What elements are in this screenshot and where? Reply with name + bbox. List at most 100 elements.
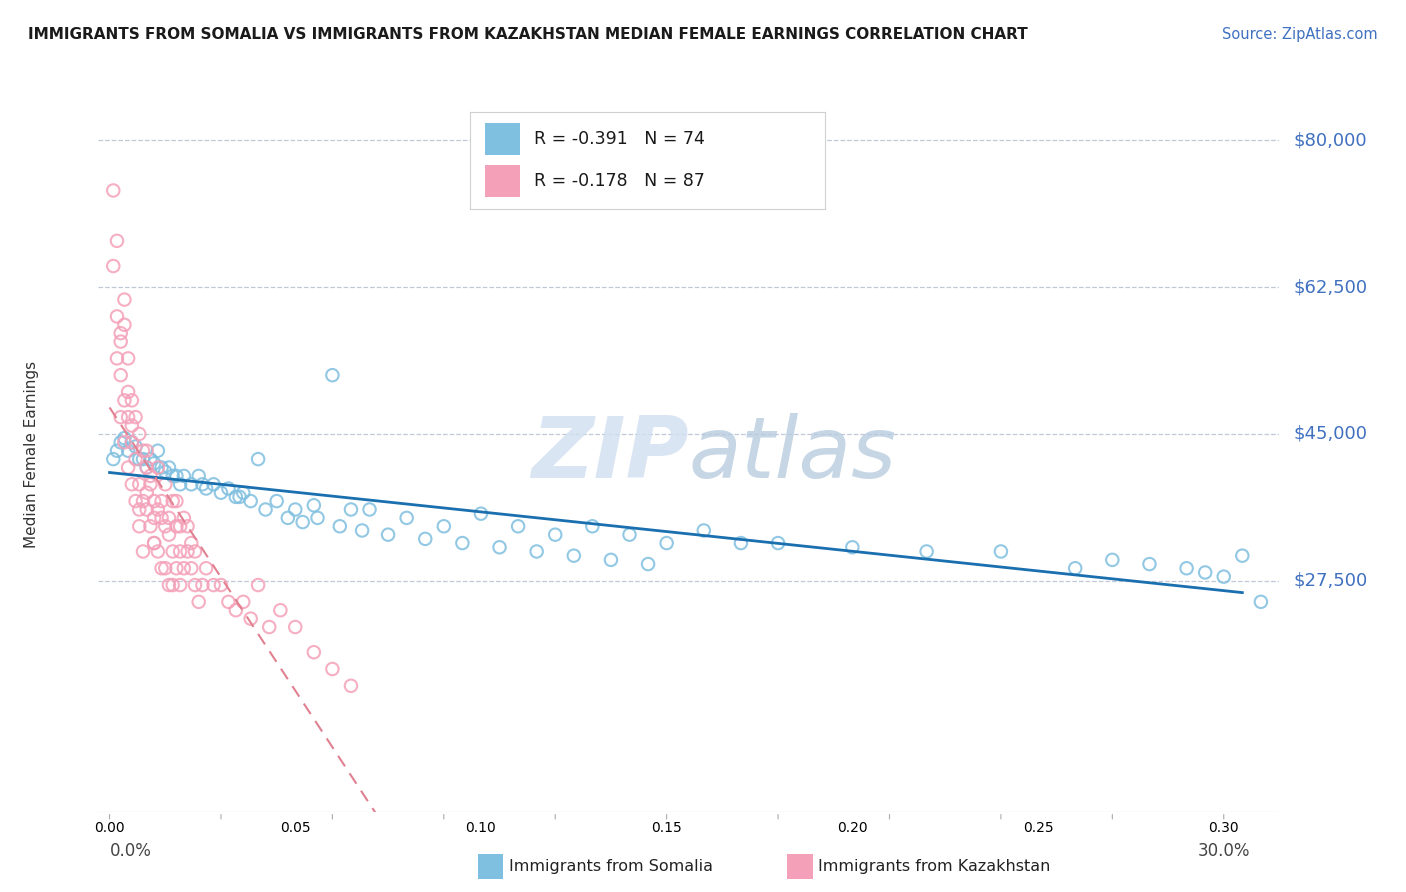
Point [176,519,198,533]
Point [117,443,139,458]
Point [195,482,218,496]
Point [105,443,128,458]
Point [232,595,254,609]
Point [124,494,146,508]
Point [451,536,474,550]
Point [228,490,250,504]
Point [195,561,218,575]
Point [128,519,150,533]
Text: 0.0%: 0.0% [110,842,152,860]
Text: Immigrants from Somalia: Immigrants from Somalia [509,859,713,873]
Point [915,544,938,558]
Point [180,477,202,491]
Point [162,544,184,558]
Point [121,435,143,450]
Point [165,561,187,575]
Point [128,477,150,491]
Point [128,502,150,516]
Point [110,334,132,349]
Point [1212,569,1234,583]
Point [135,485,157,500]
Point [1064,561,1087,575]
Point [202,578,225,592]
Point [139,452,162,467]
Point [1232,549,1254,563]
Point [302,645,325,659]
Point [169,578,191,592]
Point [302,498,325,512]
Point [340,679,363,693]
Point [110,368,132,383]
Point [488,541,510,555]
Point [110,435,132,450]
Text: Source: ZipAtlas.com: Source: ZipAtlas.com [1222,27,1378,42]
Point [110,326,132,341]
Point [112,318,135,332]
Point [128,452,150,467]
Point [169,519,191,533]
Point [526,544,548,558]
Point [112,393,135,408]
Point [266,494,288,508]
Point [225,490,247,504]
Point [117,351,139,366]
Point [110,410,132,425]
Point [329,519,352,533]
Point [103,452,125,467]
Point [157,578,180,592]
Point [321,368,343,383]
Point [117,460,139,475]
Point [143,511,166,525]
Point [155,519,177,533]
Point [239,494,262,508]
Text: $62,500: $62,500 [1294,278,1368,296]
Point [1175,561,1198,575]
Point [132,494,155,508]
Point [124,410,146,425]
Point [191,578,214,592]
Point [225,603,247,617]
Point [259,620,281,634]
Point [143,536,166,550]
Point [619,527,641,541]
Text: ZIP: ZIP [531,413,689,497]
Point [191,477,214,491]
Point [165,494,187,508]
Point [377,527,399,541]
Point [105,351,128,366]
Point [433,519,456,533]
Text: $80,000: $80,000 [1294,131,1367,149]
Point [117,410,139,425]
Point [180,561,202,575]
Point [124,452,146,467]
Point [247,452,270,467]
Point [157,527,180,541]
Text: $45,000: $45,000 [1294,425,1368,443]
Point [105,310,128,324]
Point [254,502,277,516]
Point [143,536,166,550]
Point [766,536,789,550]
Point [112,435,135,450]
Point [146,544,169,558]
Point [184,544,207,558]
Point [117,384,139,399]
Point [637,557,659,571]
Point [321,662,343,676]
Point [135,460,157,475]
Point [139,519,162,533]
Text: IMMIGRANTS FROM SOMALIA VS IMMIGRANTS FROM KAZAKHSTAN MEDIAN FEMALE EARNINGS COR: IMMIGRANTS FROM SOMALIA VS IMMIGRANTS FR… [28,27,1028,42]
Point [150,511,173,525]
Text: atlas: atlas [689,413,897,497]
Point [155,465,177,479]
Point [180,536,202,550]
Point [150,561,173,575]
Text: $27,500: $27,500 [1294,572,1368,590]
Point [352,524,374,538]
Point [247,578,270,592]
Point [143,456,166,470]
Point [1194,566,1216,580]
Point [165,519,187,533]
Point [139,477,162,491]
Point [150,494,173,508]
